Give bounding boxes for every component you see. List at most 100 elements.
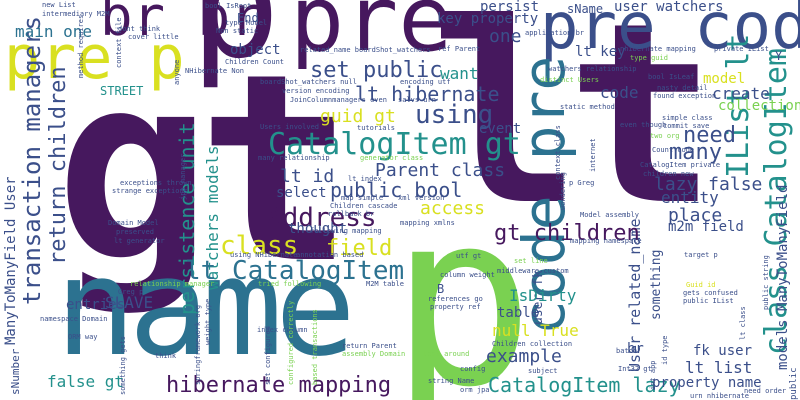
word-catalogitem-gt: CatalogItem gt <box>268 127 521 162</box>
word-lazy-false: lazy false <box>654 174 763 195</box>
word-assembly-domain: assembly Domain <box>342 350 406 358</box>
word-catalogitem-lazy: CatalogItem lazy <box>488 373 681 397</box>
word-snumber: sNumber <box>9 348 22 395</box>
word-select: select <box>276 185 327 201</box>
word-new-list: new List <box>42 1 76 9</box>
word-even-though: even though <box>620 121 667 129</box>
word-set-configured: set configured <box>264 325 272 385</box>
word-generator-class: generator class <box>360 154 424 162</box>
word-bool-isleaf: bool IsLeaf <box>648 73 695 81</box>
word-code: code <box>600 83 639 102</box>
word-int32-gt: Int32 gt <box>618 365 652 373</box>
word-middleware-custom: middleware custom <box>497 267 569 275</box>
word-need: need <box>683 123 736 148</box>
word-public-bool: public bool <box>330 178 463 202</box>
word-jpa-manager: jpa manager <box>179 153 187 200</box>
word-exceptions-thrown: exceptions thrown <box>120 179 192 187</box>
word-count-code: Count code <box>652 146 695 154</box>
word-public-string: public string <box>762 255 770 310</box>
word-m2m-field: m2m field <box>668 219 744 235</box>
word-joincolumnmanagers-even: JoinColumnmanagers even <box>290 96 387 104</box>
word-main-one: main one <box>15 22 93 41</box>
word-p-greg: p Greg <box>569 179 595 187</box>
word-map-simple: map simple <box>341 194 384 202</box>
word-children-count: Children Count <box>225 58 285 66</box>
word-need-order: need order <box>744 387 787 395</box>
word-gets-confused: gets confused <box>683 289 738 297</box>
word-internet: internet <box>589 138 597 172</box>
word-dont-think: dont think <box>118 25 161 33</box>
word-context-file: context file <box>115 17 123 68</box>
word-index-column: index column <box>257 326 308 334</box>
word-orm-way: ORM way <box>68 333 98 341</box>
word-annotation-based: annotation based <box>296 251 364 259</box>
word-false-gt: false gt <box>47 372 125 391</box>
word-br-br: br br <box>100 0 263 48</box>
word-entity: entity <box>661 188 719 207</box>
word-lt-big: lt <box>430 0 717 260</box>
word-nhibernate-mapping: nhibernate mapping <box>620 45 696 53</box>
word-transaction-managers: transaction managers <box>18 16 46 305</box>
word-relationship-manager: relationship manager <box>130 280 215 288</box>
word-static-method: static method <box>560 103 615 111</box>
word-less-around: less around <box>423 350 470 358</box>
word-weight-type: weight type <box>204 298 212 345</box>
word-pre-p: pre p <box>4 23 185 93</box>
word-y-letter: Y <box>775 49 783 63</box>
word-gt-big: gt <box>55 19 354 321</box>
word-end: End <box>237 11 259 25</box>
word-parent-class: Parent class <box>375 160 506 181</box>
word-anyone: anyone <box>173 59 181 85</box>
word-set-public: set public <box>310 58 443 83</box>
word-lt-id: lt id <box>280 166 335 187</box>
word-manytomanyfield-user: ManyToManyField User <box>3 176 19 345</box>
word-nhibernate-non: NHibernate Non <box>185 67 245 75</box>
word-commit-save: commit save <box>663 122 710 130</box>
word-something: something <box>649 249 664 320</box>
word-domain-model: Domain Model <box>108 219 159 227</box>
word-lt-generator: lt generator <box>114 237 165 245</box>
word-encoding-utf: encoding utf <box>400 78 451 86</box>
word-example: example <box>486 346 562 367</box>
word-boardshot-watchers-null: boardShot_watchers null <box>260 78 357 86</box>
word-children-collection: Children collection <box>492 340 573 348</box>
word-field: field <box>326 236 393 261</box>
word-using-nhibernate: using NHibernate <box>230 251 298 259</box>
word-public-ilist: public IList <box>683 297 734 305</box>
word-model: model <box>703 71 746 87</box>
word-thought: thought <box>288 221 348 237</box>
word-want: want <box>440 64 479 83</box>
word-create: create <box>712 84 770 103</box>
word-users-involved: Users involved <box>260 123 320 131</box>
word-something-gets: something gets <box>119 335 127 395</box>
word-p-top: p <box>190 0 281 92</box>
word-intermediary-m2m: intermediary M2M <box>42 10 110 18</box>
word-table: table <box>497 305 540 321</box>
word-b-letter: B <box>437 282 445 296</box>
word-lt-list: lt list <box>685 358 753 377</box>
word-ref-parent: ref Parent <box>438 45 481 53</box>
word-many-relationship: many relationship <box>258 154 330 162</box>
word-private-ilist: private IList <box>714 45 769 53</box>
word-slave: SLAVE <box>105 293 154 312</box>
word-lt-hibernate: lt hibernate <box>355 82 500 106</box>
word-springframework-org: springframework org <box>194 304 202 385</box>
word-lt-index: lt index <box>348 175 382 183</box>
word-many: many <box>669 140 722 165</box>
word-property-name: property name <box>652 375 762 391</box>
word-mapping-xmlns: mapping xmlns <box>400 219 455 227</box>
word-non-static: Non static <box>216 27 259 35</box>
word-property-ref: property ref <box>430 303 481 311</box>
word-utf-gt: utf gt <box>456 252 482 260</box>
word-event: event <box>479 121 522 137</box>
word-strange-exceptions: strange exceptions <box>112 187 188 195</box>
word-street: STREET <box>100 84 144 98</box>
word-id-type: id type <box>661 335 669 365</box>
word-xml-version: xml version <box>398 194 445 202</box>
word-return-children: return children <box>46 66 71 265</box>
word-distinct-users: distinct Users <box>540 76 600 84</box>
word-namespace-domain: namespace Domain <box>40 315 108 323</box>
word-lt-class: lt class <box>739 306 747 340</box>
word-models-manytomanyfield: models ManyToManyField <box>775 184 791 370</box>
